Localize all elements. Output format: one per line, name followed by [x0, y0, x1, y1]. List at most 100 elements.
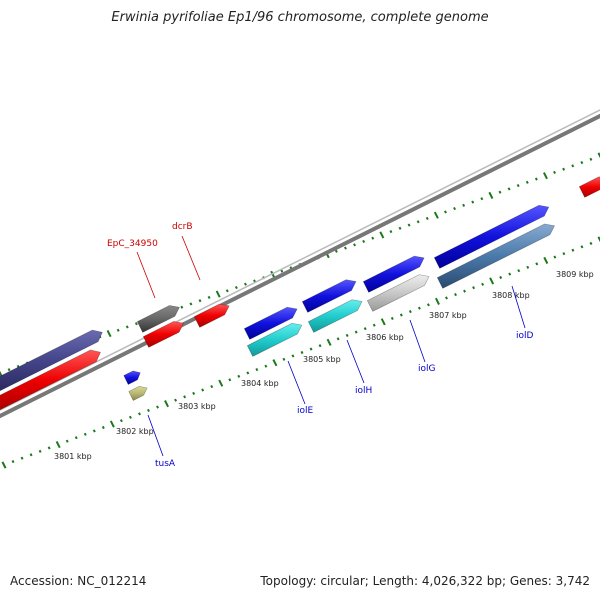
inner-tick [119, 419, 123, 423]
inner-tick [65, 439, 69, 443]
inner-tick [246, 371, 250, 375]
inner-tick [499, 275, 503, 280]
gene-tusA [123, 370, 141, 385]
outer-tick [398, 226, 402, 230]
inner-tick [445, 296, 448, 300]
inner-tick [237, 374, 241, 378]
gene-iolD-inner [436, 223, 555, 289]
outer-tick [498, 190, 502, 194]
inner-tick [174, 398, 178, 402]
gene-iolE-inner [246, 322, 303, 357]
gene-labels: EpC_34950 dcrB iolE iolH iolG iolD tusA [107, 222, 534, 469]
outer-tick [525, 180, 529, 184]
gene-iolH-inner [307, 299, 363, 333]
inner-tick [264, 364, 268, 368]
gene-iolD-outer [433, 204, 550, 269]
outer-tick [244, 282, 247, 286]
inner-tick [390, 316, 394, 320]
outer-tick [571, 164, 575, 168]
inner-tick [29, 453, 33, 457]
inner-tick [309, 347, 313, 351]
gene-iolE-outer [243, 306, 298, 340]
map-title: Erwinia pyrifoliae Ep1/96 chromosome, co… [111, 10, 489, 25]
inner-tick [571, 248, 575, 252]
outer-tick [589, 157, 593, 161]
outer-tick [225, 289, 229, 293]
inner-tick [417, 306, 421, 310]
inner-tick [218, 379, 224, 387]
inner-tick [408, 310, 412, 314]
outer-tick [180, 305, 184, 309]
inner-tick [426, 303, 430, 307]
inner-tick [597, 236, 600, 243]
outer-tick [207, 295, 211, 299]
outer-tick [562, 167, 566, 171]
inner-tick [543, 256, 549, 265]
kbp-label: 3801 kbp [54, 452, 92, 461]
outer-tick [215, 290, 221, 298]
inner-tick [272, 359, 278, 367]
inner-tick [38, 449, 42, 453]
outer-tick [134, 322, 138, 326]
inner-tick [535, 262, 539, 266]
gene-label: EpC_34950 [107, 239, 158, 249]
inner-tick [228, 378, 232, 382]
inner-tick [201, 388, 205, 392]
inner-tick [589, 241, 593, 245]
gene-dcrB-outer [193, 303, 230, 328]
gene-iolH-outer [301, 279, 357, 313]
inner-tick [363, 327, 367, 331]
inner-tick [210, 385, 214, 389]
inner-tick [380, 318, 386, 326]
gene-red-edge [578, 176, 600, 198]
outer-tick [580, 161, 584, 165]
gene-label-leader [409, 319, 426, 363]
gene-red-mid [142, 321, 185, 348]
kbp-labels: 3801 kbp 3802 kbp 3803 kbp 3804 kbp 3805 kbp… [54, 270, 594, 461]
outer-tick [407, 223, 411, 227]
gene-olive [128, 385, 148, 401]
inner-tick [580, 245, 584, 249]
outer-tick [253, 279, 256, 283]
gene-label: iolD [516, 331, 534, 341]
gene-red-left [0, 349, 101, 411]
inner-tick [183, 395, 187, 399]
gene-purple-left [0, 329, 103, 392]
tick-marks [0, 152, 600, 469]
kbp-label: 3804 kbp [241, 379, 279, 388]
kbp-label: 3808 kbp [492, 291, 530, 300]
accession-text: Accession: NC_012214 [10, 574, 147, 588]
outer-tick [453, 207, 456, 211]
kbp-label: 3806 kbp [366, 333, 404, 342]
inner-tick [255, 367, 259, 372]
gene-label-leader [511, 285, 526, 329]
inner-tick [463, 289, 466, 293]
gene-features [0, 176, 600, 411]
outer-tick [280, 269, 284, 273]
gene-label: dcrB [172, 222, 193, 232]
inner-tick [345, 333, 349, 338]
outer-tick [198, 299, 202, 303]
outer-tick [334, 249, 338, 253]
genome-backbone [0, 109, 600, 419]
inner-tick [55, 440, 61, 449]
inner-tick [454, 292, 457, 297]
outer-tick [0, 370, 3, 377]
outer-tick [433, 211, 439, 219]
inner-tick [354, 330, 358, 334]
outer-tick [444, 210, 447, 214]
inner-tick [147, 408, 150, 413]
inner-tick [83, 432, 87, 436]
inner-tick [481, 282, 485, 286]
outer-tick [425, 216, 429, 221]
outer-tick [116, 328, 120, 332]
backbone-line [0, 113, 600, 419]
outer-tick [534, 177, 538, 181]
outer-tick [344, 246, 347, 250]
inner-tick [336, 337, 340, 341]
outer-tick [416, 220, 420, 224]
outer-tick [480, 197, 484, 201]
inner-tick [192, 391, 196, 395]
outer-tick [379, 231, 385, 239]
